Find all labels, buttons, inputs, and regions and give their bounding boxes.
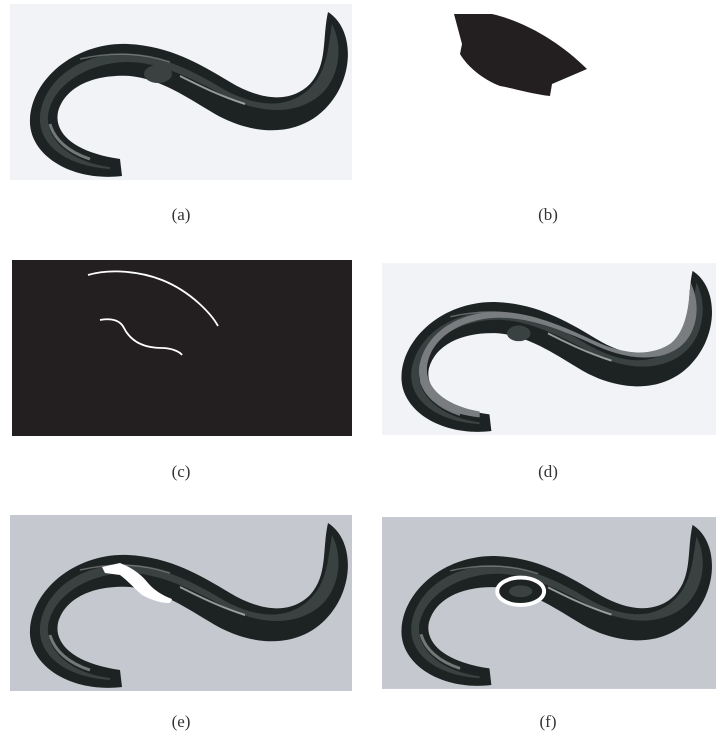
caption-e: (e) (171, 712, 191, 731)
head-bulb (144, 65, 172, 83)
caption-b: (b) (538, 205, 558, 224)
gray-band (418, 282, 697, 418)
edge-line-upper (87, 270, 219, 327)
caption-f: (f) (539, 712, 557, 731)
caption-d: (d) (538, 462, 558, 481)
edge-line-lower (99, 318, 183, 356)
mask-region (454, 14, 587, 96)
panel-c-image (12, 260, 352, 436)
panel-f-image (382, 515, 716, 691)
caption-a: (a) (171, 205, 191, 224)
panel-e-image (10, 515, 352, 691)
panel-d-image (382, 262, 716, 436)
panel-b-image (382, 4, 716, 180)
panel-a-image (10, 4, 352, 180)
white-region (102, 563, 172, 603)
caption-c: (c) (171, 462, 191, 481)
